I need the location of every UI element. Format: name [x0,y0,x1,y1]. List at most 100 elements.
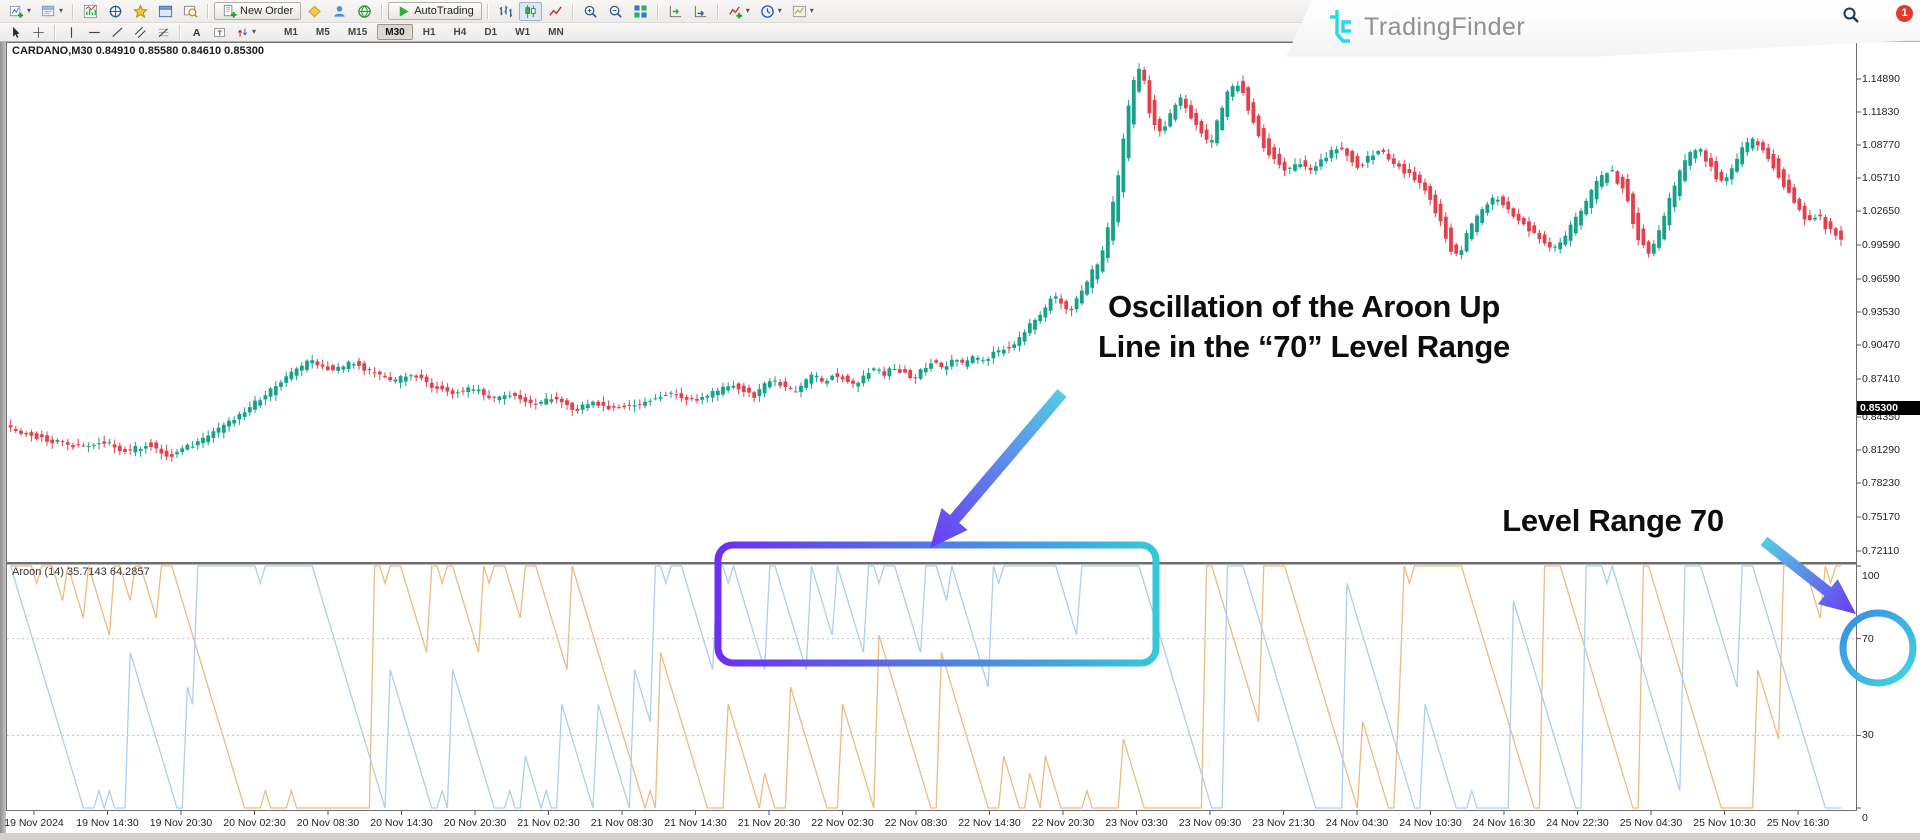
time-axis-label: 21 Nov 20:30 [737,817,801,829]
annotation-level-range: Level Range 70 [1502,503,1724,538]
text-label-tool[interactable]: T [209,23,230,42]
timeframe-h4[interactable]: H4 [446,24,475,40]
new-order-button[interactable]: New Order [214,2,302,20]
price-axis-label: 1.11830 [1862,106,1900,118]
autotrading-icon [399,5,409,17]
dropdown-caret-icon: ▾ [745,6,750,15]
toolbar-separator [656,3,659,19]
metaeditor-button[interactable] [303,2,326,21]
timeframe-m15[interactable]: M15 [340,24,375,40]
aroon-up-line [9,563,1841,811]
time-axis-label: 25 Nov 10:30 [1693,817,1756,829]
autotrading-button[interactable]: AutoTrading [388,2,482,20]
time-axis-label: 25 Nov 04:30 [1619,817,1683,829]
time-axis-label: 19 Nov 20:30 [149,817,213,829]
trendline-tool[interactable] [107,23,128,42]
timeframe-switcher: M1 M5 M15 M30 H1 H4 D1 W1 MN [275,24,573,40]
timeframe-m5[interactable]: M5 [308,24,338,40]
templates-button[interactable]: ▾ [788,2,818,21]
time-axis-label: 22 Nov 02:30 [811,817,874,829]
toolbar-separator [72,3,75,19]
profiles-button[interactable]: ▾ [37,2,67,21]
toolbar-separator [179,24,181,40]
timeframe-mn[interactable]: MN [540,24,572,40]
autotrading-button-label: AutoTrading [414,5,474,17]
timeframe-d1[interactable]: D1 [476,24,505,40]
label-icon: T [214,27,225,37]
price-axis-label: 0.96590 [1862,273,1900,285]
indicators-button[interactable]: ▾ [724,2,754,21]
data-window-button[interactable] [104,2,127,21]
tile-windows-button[interactable] [629,2,652,21]
channel-tool[interactable] [130,23,151,42]
indicator-label: Aroon (14) 35.7143 64.2857 [12,566,150,578]
time-axis-label: 21 Nov 02:30 [517,817,580,829]
navigator-button[interactable] [129,2,152,21]
price-axis-label: 0.81290 [1862,444,1900,456]
vertical-line-tool[interactable] [61,23,82,42]
price-axis-label: 0.87410 [1862,373,1900,385]
toolbar-separator [54,24,56,40]
current-price-badge: 0.85300 [1857,401,1920,415]
bar-chart-button[interactable] [494,2,517,21]
time-axis-label: 22 Nov 08:30 [884,817,948,829]
highlight-box [714,541,1160,667]
dropdown-caret-icon: ▾ [777,6,782,15]
new-order-button-label: New Order [240,5,294,17]
new-chart-icon [9,5,24,18]
timeframe-m30[interactable]: M30 [377,24,413,40]
axis-ticks [33,78,1861,815]
toolbar-separator [571,3,574,19]
zoom-in-icon [584,5,597,18]
toolbar-separator [716,3,719,19]
price-axis-label: 0.72110 [1862,545,1900,557]
time-axis-label: 20 Nov 08:30 [296,817,360,829]
horizontal-line-tool[interactable] [84,23,105,42]
time-axis-label: 21 Nov 08:30 [590,817,654,829]
crosshair-tool[interactable] [28,23,49,42]
new-chart-button[interactable]: ▾ [5,2,35,21]
price-axis-label: 0.78230 [1862,477,1900,489]
dropdown-caret-icon: ▾ [59,6,64,15]
search-icon[interactable] [1842,6,1860,29]
periods-button[interactable]: ▾ [756,2,786,21]
tradingfinder-brand-text: TradingFinder [1364,13,1526,41]
auto-scroll-button[interactable] [664,2,687,21]
timeframe-h1[interactable]: H1 [415,24,444,40]
timeframe-w1[interactable]: W1 [507,24,538,40]
cursor-icon [13,26,20,38]
arrows-icon [237,27,248,37]
strategy-tester-button[interactable] [179,2,202,21]
time-axis-label: 24 Nov 04:30 [1325,817,1389,829]
price-axis-label: 1.14890 [1862,73,1900,85]
terminal-button[interactable] [154,2,177,21]
notification-badge[interactable]: 1 [1896,5,1913,22]
chart-shift-button[interactable] [689,2,712,21]
market-watch-icon [83,4,98,18]
candlestick-chart-button[interactable] [518,1,542,21]
arrows-tool[interactable]: ▾ [232,23,260,42]
timeframe-m1[interactable]: M1 [276,24,306,40]
zoom-in-button[interactable] [579,2,602,21]
tile-windows-icon [634,4,647,18]
svg-text:A: A [193,27,201,39]
candlestick-series [8,63,1843,462]
market-watch-button[interactable] [79,2,102,21]
indicators-icon [729,5,742,19]
data-window-icon [109,4,122,18]
zoom-out-button[interactable] [604,2,627,21]
price-axis-label: 1.02650 [1862,205,1900,217]
line-chart-button[interactable] [544,2,567,21]
time-axis-label: 20 Nov 20:30 [443,817,507,829]
fibonacci-tool[interactable] [153,23,174,42]
community-button[interactable] [328,2,351,21]
strategy-tester-icon [183,5,198,18]
price-axis-label: 0.90470 [1862,339,1900,351]
text-tool[interactable]: A [186,23,207,42]
templates-icon [792,5,806,17]
time-axis-label: 23 Nov 09:30 [1178,817,1242,829]
globe-button[interactable] [353,2,376,21]
cursor-tool[interactable] [5,23,26,42]
